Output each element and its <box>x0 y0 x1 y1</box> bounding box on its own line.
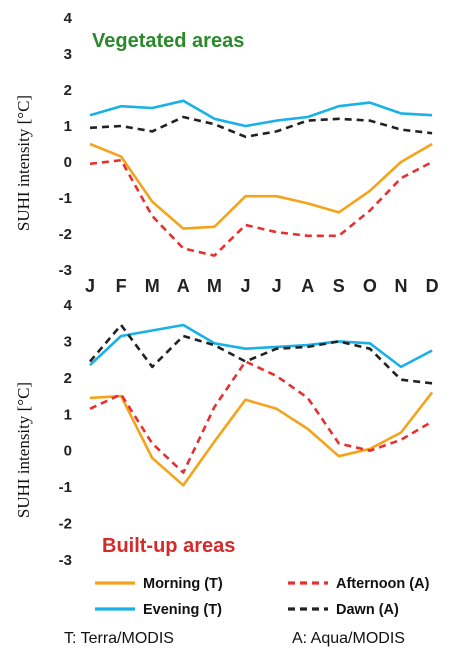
legend: Morning (T) Afternoon (A) Evening (T) Da… <box>95 576 430 618</box>
series-line-afternoon-a <box>89 158 433 257</box>
vegetated-title: Vegetated areas <box>92 30 244 52</box>
series-line-dawn-a <box>89 323 433 385</box>
builtup-title: Built-up areas <box>102 535 235 557</box>
y-tick-label: -3 <box>59 552 72 569</box>
y-tick-label: -1 <box>59 479 72 496</box>
legend-label-dawn: Dawn (A) <box>336 602 399 618</box>
series-line-afternoon-a <box>89 360 433 474</box>
month-label: M <box>207 276 222 296</box>
month-label: M <box>145 276 160 296</box>
footer-terra: T: Terra/MODIS <box>64 630 174 647</box>
vegetated-panel: SUHI intensity [°C] Vegetated areas 4 3 2 1… <box>14 10 433 279</box>
y-tick-label: -2 <box>59 516 72 533</box>
y-tick-label: 4 <box>64 10 73 27</box>
y-tick-label: 2 <box>64 82 72 99</box>
series-lines-builtup <box>89 323 434 487</box>
y-ticks-vegetated: 4 3 2 1 0 -1 -2 -3 <box>59 10 73 279</box>
series-line-morning-t <box>89 142 433 230</box>
legend-label-afternoon: Afternoon (A) <box>336 576 430 592</box>
y-axis-label-builtup: SUHI intensity [°C] <box>14 382 33 518</box>
footer-aqua: A: Aqua/MODIS <box>292 630 405 647</box>
month-label: O <box>363 276 377 296</box>
series-line-morning-t <box>89 391 434 487</box>
month-label: J <box>85 276 95 296</box>
month-label: J <box>272 276 282 296</box>
y-tick-label: 4 <box>64 297 73 314</box>
builtup-panel: SUHI intensity [°C] Built-up areas 4 3 2 1 0… <box>14 297 434 569</box>
y-tick-label: 0 <box>64 154 72 171</box>
y-tick-label: 3 <box>64 333 72 350</box>
y-ticks-builtup: 4 3 2 1 0 -1 -2 -3 <box>59 297 73 569</box>
y-tick-label: -1 <box>59 190 72 207</box>
y-tick-label: 3 <box>64 46 72 63</box>
month-label: A <box>301 276 314 296</box>
y-tick-label: 0 <box>64 443 72 460</box>
month-label: N <box>395 276 408 296</box>
y-tick-label: 1 <box>64 118 72 135</box>
month-label: F <box>116 276 127 296</box>
y-tick-label: -3 <box>59 262 72 279</box>
legend-label-morning: Morning (T) <box>143 576 223 592</box>
y-tick-label: -2 <box>59 226 72 243</box>
month-label: A <box>177 276 190 296</box>
series-line-dawn-a <box>89 115 433 139</box>
legend-label-evening: Evening (T) <box>143 602 222 618</box>
series-line-evening-t <box>89 323 433 369</box>
y-tick-label: 2 <box>64 370 72 387</box>
y-tick-label: 1 <box>64 406 72 423</box>
month-label: D <box>426 276 439 296</box>
series-lines-vegetated <box>89 99 433 257</box>
series-line-evening-t <box>89 99 433 128</box>
month-label: S <box>333 276 345 296</box>
y-axis-label-vegetated: SUHI intensity [°C] <box>14 95 33 231</box>
month-label: J <box>240 276 250 296</box>
